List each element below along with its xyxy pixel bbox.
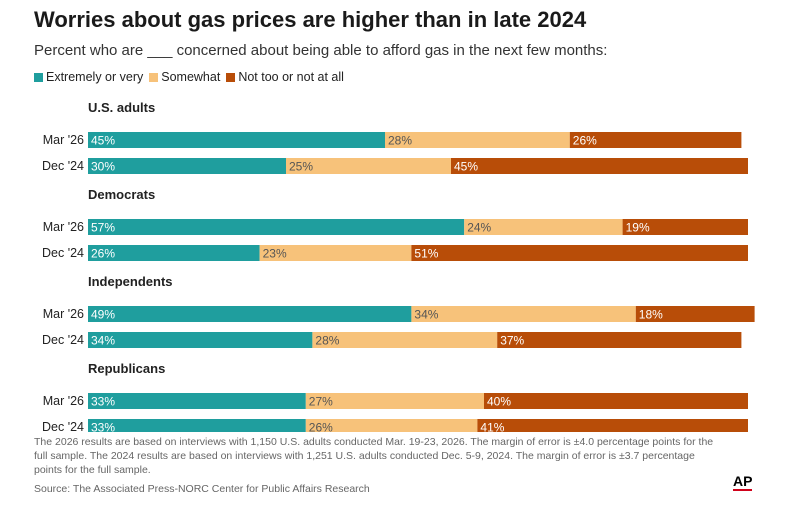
legend-swatch [149, 72, 159, 82]
chart-subtitle: Percent who are ___ concerned about bein… [34, 42, 608, 59]
group-label: U.S. adults [88, 100, 155, 115]
bar-segment [312, 332, 498, 348]
bar-segment [305, 419, 478, 432]
data-label: 26% [309, 421, 333, 433]
row-label: Mar '26 [43, 394, 84, 408]
data-label: 33% [91, 395, 115, 409]
bar-segment [497, 332, 742, 348]
bar-segment [88, 158, 286, 174]
data-label: 19% [626, 221, 650, 235]
legend-item-not-too: Not too or not at all [226, 70, 344, 84]
bar-segment [88, 306, 412, 322]
data-label: 33% [91, 421, 115, 433]
bar-segment [411, 245, 748, 261]
bar-segment [88, 219, 465, 235]
bar-segment [88, 132, 385, 148]
data-label: 40% [487, 395, 511, 409]
row-label: Mar '26 [43, 220, 84, 234]
stacked-bar-chart: U.S. adults Mar '26 45% 28% 26% Dec '24 30% 25%… [42, 100, 755, 433]
data-label: 26% [573, 134, 597, 148]
bar-segment [635, 306, 755, 322]
group-label: Democrats [88, 187, 155, 202]
row-label: Mar '26 [43, 133, 84, 147]
legend-label: Not too or not at all [238, 70, 344, 84]
row-label: Dec '24 [42, 246, 84, 260]
bar-segment [622, 219, 748, 235]
bar-segment [88, 419, 306, 432]
legend-label: Extremely or very [46, 70, 144, 84]
legend: Extremely or very Somewhat Not too or no… [34, 70, 350, 84]
group-label: Independents [88, 274, 173, 289]
bar-segment [411, 306, 636, 322]
data-label: 45% [454, 160, 478, 174]
bar-segment [451, 158, 748, 174]
data-label: 41% [480, 421, 504, 433]
bar-segment [305, 393, 484, 409]
row-label: Dec '24 [42, 420, 84, 432]
data-label: 23% [263, 247, 287, 261]
data-label: 25% [289, 160, 313, 174]
data-label: 24% [467, 221, 491, 235]
data-label: 26% [91, 247, 115, 261]
data-label: 18% [639, 308, 663, 322]
bar-segment [477, 419, 748, 432]
chart-title: Worries about gas prices are higher than… [34, 7, 587, 32]
row-label: Mar '26 [43, 307, 84, 321]
data-label: 57% [91, 221, 115, 235]
legend-item-somewhat: Somewhat [149, 70, 220, 84]
legend-label: Somewhat [161, 70, 221, 84]
source-note: Source: The Associated Press-NORC Center… [34, 483, 370, 495]
ap-logo: AP [733, 473, 753, 491]
bar-segment [464, 219, 623, 235]
footnote: The 2026 results are based on interviews… [34, 436, 714, 476]
data-label: 51% [414, 247, 438, 261]
data-label: 37% [500, 334, 524, 348]
data-label: 34% [91, 334, 115, 348]
data-label: 30% [91, 160, 115, 174]
data-label: 45% [91, 134, 115, 148]
data-label: 49% [91, 308, 115, 322]
bar-segment [569, 132, 742, 148]
bar-segment [88, 332, 313, 348]
bar-segment [385, 132, 570, 148]
bar-segment [259, 245, 412, 261]
legend-swatch [226, 72, 236, 82]
row-label: Dec '24 [42, 333, 84, 347]
row-label: Dec '24 [42, 159, 84, 173]
bar-segment [88, 393, 306, 409]
legend-swatch [34, 72, 43, 82]
data-label: 27% [309, 395, 333, 409]
data-label: 28% [315, 334, 339, 348]
data-label: 28% [388, 134, 412, 148]
data-label: 34% [414, 308, 438, 322]
bar-segment [286, 158, 451, 174]
bar-segment [484, 393, 748, 409]
bar-segment [88, 245, 260, 261]
legend-item-extremely: Extremely or very [34, 70, 143, 84]
group-label: Republicans [88, 361, 165, 376]
